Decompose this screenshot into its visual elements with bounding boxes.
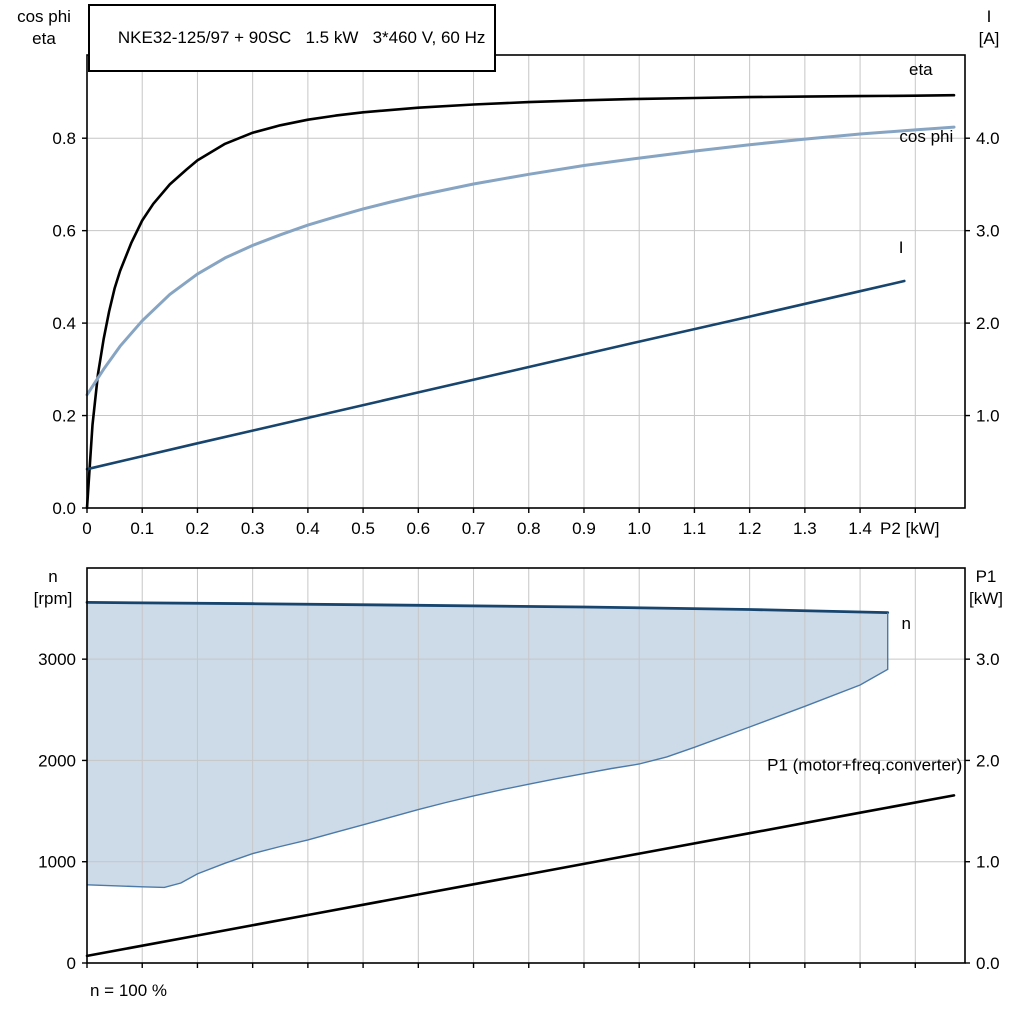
axis-label-cos-phi: cos phi xyxy=(17,7,71,26)
x-tick-label: 0.9 xyxy=(572,519,596,538)
y-left-tick-label: 0.0 xyxy=(52,499,76,518)
cos-phi-curve xyxy=(85,125,956,397)
top-chart-left-axis-title: cos phi eta xyxy=(4,6,84,50)
speed-curve xyxy=(85,601,890,614)
cos-phi-label: cos phi xyxy=(899,127,953,146)
y-left-tick-label: 1000 xyxy=(38,853,76,872)
allowed-speed-region xyxy=(87,602,888,888)
y-right-tick-label: 1.0 xyxy=(976,853,1000,872)
eta-label: eta xyxy=(909,60,933,79)
plot-border xyxy=(86,54,966,509)
x-tick-label: 1.1 xyxy=(683,519,707,538)
y-right-tick-label: 2.0 xyxy=(976,314,1000,333)
x-tick-label: 1.0 xyxy=(627,519,651,538)
x-tick-label: 0.1 xyxy=(130,519,154,538)
y-left-tick-label: 0.6 xyxy=(52,222,76,241)
plot-border xyxy=(86,567,966,964)
axis-label-current-unit: [A] xyxy=(978,29,1000,49)
region-boundary xyxy=(86,612,889,889)
y-left-tick-label: 0.8 xyxy=(52,129,76,148)
x-tick-label: 1.2 xyxy=(738,519,762,538)
axis-label-speed-unit: [rpm] xyxy=(33,589,73,609)
x-tick-label: 0 xyxy=(82,519,91,538)
p1-curve xyxy=(85,794,956,958)
axis-label-eta: eta xyxy=(32,29,56,49)
y-left-tick-label: 0 xyxy=(67,954,76,973)
y-right-tick-label: 4.0 xyxy=(976,129,1000,148)
axis-label-current: I xyxy=(986,7,992,26)
axis-label-p1: P1 xyxy=(975,567,997,586)
speed-100-percent-annotation: n = 100 % xyxy=(90,981,168,1000)
x-tick-label: 0.8 xyxy=(517,519,541,538)
x-tick-label: 1.4 xyxy=(848,519,872,538)
y-left-tick-label: 2000 xyxy=(38,751,76,770)
y-left-tick-label: 0.4 xyxy=(52,314,76,333)
chart-title-box: NKE32-125/97 + 90SC 1.5 kW 3*460 V, 60 H… xyxy=(88,4,497,72)
axis-label-p1-unit: [kW] xyxy=(969,589,1003,609)
y-right-tick-label: 3.0 xyxy=(976,650,1000,669)
y-left-tick-label: 3000 xyxy=(38,650,76,669)
y-right-tick-label: 2.0 xyxy=(976,751,1000,770)
x-tick-label: 1.3 xyxy=(793,519,817,538)
top-chart-right-axis-title: I [A] xyxy=(958,6,1020,50)
x-tick-label: 0.6 xyxy=(407,519,431,538)
y-right-tick-label: 3.0 xyxy=(976,222,1000,241)
current-label: I xyxy=(899,238,904,257)
bottom-chart-right-axis-title: P1 [kW] xyxy=(953,566,1019,610)
y-right-tick-label: 0.0 xyxy=(976,954,1000,973)
chart-title: NKE32-125/97 + 90SC 1.5 kW 3*460 V, 60 H… xyxy=(117,28,486,47)
speed-label: n xyxy=(901,614,910,633)
bottom-chart-left-axis-title: n [rpm] xyxy=(18,566,88,610)
y-right-tick-label: 1.0 xyxy=(976,407,1000,426)
x-tick-label: 0.5 xyxy=(351,519,375,538)
p1-label: P1 (motor+freq.converter) xyxy=(767,756,962,775)
axis-label-speed: n xyxy=(48,567,58,586)
x-tick-label: 0.4 xyxy=(296,519,320,538)
eta-curve xyxy=(85,93,956,510)
x-tick-label: 0.3 xyxy=(241,519,265,538)
current-curve xyxy=(85,279,906,471)
x-tick-label: 0.2 xyxy=(186,519,210,538)
x-tick-label: 0.7 xyxy=(462,519,486,538)
x-axis-unit-label: P2 [kW] xyxy=(880,519,940,538)
y-left-tick-label: 0.2 xyxy=(52,407,76,426)
